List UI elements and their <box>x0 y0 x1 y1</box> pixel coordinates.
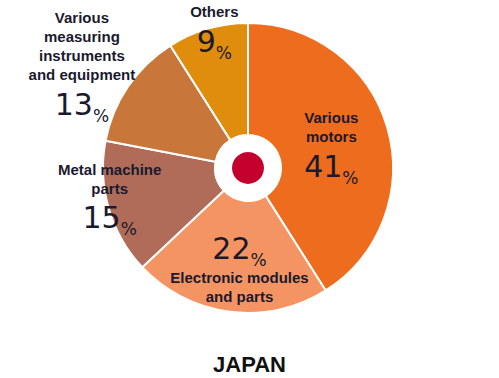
svg-text:9: 9 <box>197 24 216 59</box>
svg-text:JAPAN: JAPAN <box>213 352 286 377</box>
svg-text:%: % <box>216 43 232 63</box>
svg-text:Others: Others <box>190 3 238 20</box>
svg-text:%: % <box>93 106 109 126</box>
svg-text:Electronic modules: Electronic modules <box>170 269 308 286</box>
svg-text:and parts: and parts <box>206 288 274 305</box>
svg-text:motors: motors <box>306 128 357 145</box>
svg-text:Various: Various <box>55 9 109 26</box>
svg-text:and equipment: and equipment <box>29 66 136 83</box>
svg-text:%: % <box>342 168 358 188</box>
svg-text:41: 41 <box>304 149 342 184</box>
svg-text:%: % <box>250 250 266 270</box>
svg-text:instruments: instruments <box>39 47 125 64</box>
svg-text:measuring: measuring <box>44 28 120 45</box>
svg-text:Various: Various <box>304 109 358 126</box>
svg-text:%: % <box>121 219 137 239</box>
svg-text:15: 15 <box>82 200 120 235</box>
svg-text:Metal machine: Metal machine <box>58 161 161 178</box>
svg-text:22: 22 <box>212 231 250 266</box>
svg-text:13: 13 <box>55 87 93 122</box>
svg-text:parts: parts <box>91 180 128 197</box>
